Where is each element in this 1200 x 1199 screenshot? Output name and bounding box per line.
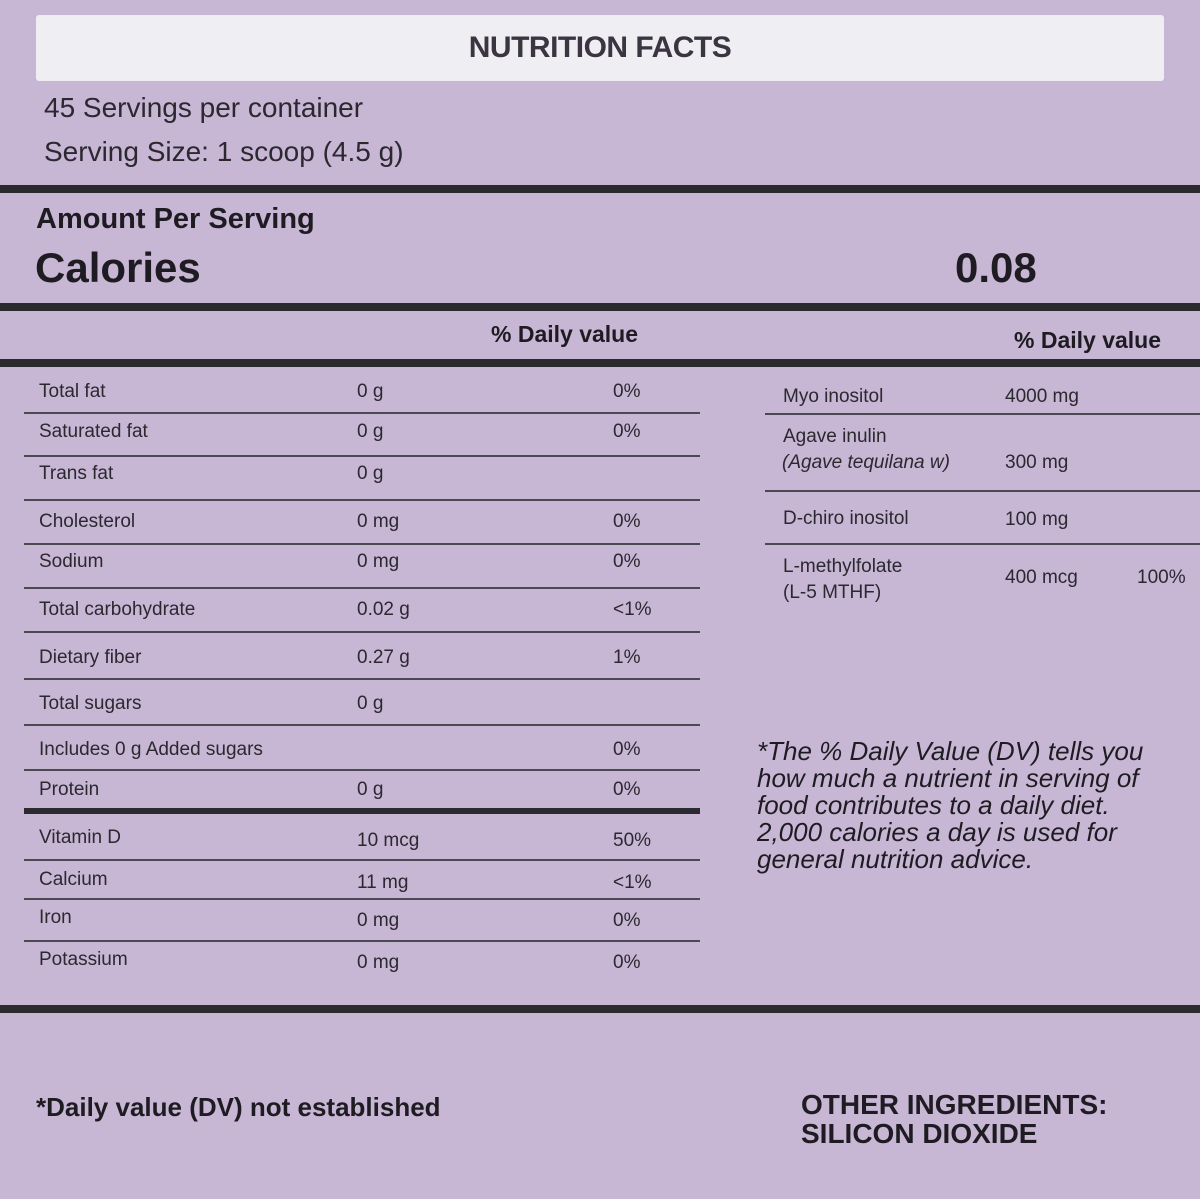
nutrient-name: Trans fat <box>39 463 114 484</box>
other-ingredients: OTHER INGREDIENTS: SILICON DIOXIDE <box>801 1090 1107 1148</box>
supplement-subname: (L-5 MTHF) <box>783 582 882 603</box>
nutrient-dv: <1% <box>613 599 652 620</box>
dv-note-line: *The % Daily Value (DV) tells you <box>757 736 1144 766</box>
row-divider <box>24 724 700 726</box>
row-divider <box>24 543 700 545</box>
row-divider <box>765 413 1200 415</box>
divider-thick <box>0 359 1200 367</box>
row-divider <box>24 678 700 680</box>
calories-value: 0.08 <box>955 244 1037 291</box>
other-ingredients-label: OTHER INGREDIENTS: <box>801 1089 1108 1120</box>
nutrient-dv: 0% <box>613 511 641 532</box>
nutrient-dv: 0% <box>613 739 641 760</box>
nutrient-dv: 0% <box>613 779 641 800</box>
nutrient-amount: 0 mg <box>357 551 400 572</box>
supplement-amount: 400 mcg <box>1005 567 1078 588</box>
nutrient-amount: 0.27 g <box>357 647 410 668</box>
supplement-amount: 300 mg <box>1005 452 1069 473</box>
supplement-name: Myo inositol <box>783 386 884 407</box>
nutrient-amount: 0 g <box>357 463 384 484</box>
row-divider <box>24 631 700 633</box>
row-divider <box>24 587 700 589</box>
nutrient-dv: 0% <box>613 551 641 572</box>
nutrient-dv: 1% <box>613 647 641 668</box>
vitamin-dv: 0% <box>613 952 641 973</box>
divider-thick <box>0 185 1200 193</box>
nutrient-name: Dietary fiber <box>39 647 142 668</box>
calories-label: Calories <box>35 244 201 291</box>
divider-thick <box>0 1005 1200 1013</box>
row-divider <box>765 543 1200 545</box>
vitamin-name: Calcium <box>39 869 108 890</box>
nutrient-name: Sodium <box>39 551 104 572</box>
row-divider <box>24 859 700 861</box>
vitamin-dv: 50% <box>613 830 652 851</box>
dv-note-line: how much a nutrient in serving of <box>757 763 1139 793</box>
nutrient-name: Includes 0 g Added sugars <box>39 739 263 760</box>
row-divider <box>24 412 700 414</box>
supplement-name: Agave inulin <box>783 426 887 447</box>
section-divider <box>24 808 700 814</box>
dv-note-line: general nutrition advice. <box>757 844 1034 874</box>
other-ingredients-value: SILICON DIOXIDE <box>801 1118 1038 1149</box>
nutrient-name: Saturated fat <box>39 421 148 442</box>
serving-size: Serving Size: 1 scoop (4.5 g) <box>44 136 404 167</box>
nutrient-amount: 0 mg <box>357 511 400 532</box>
nutrient-name: Cholesterol <box>39 511 136 532</box>
vitamin-amount: 0 mg <box>357 910 400 931</box>
dv-header-left: % Daily value <box>491 321 639 347</box>
nutrient-name: Protein <box>39 779 100 800</box>
dv-note-line: 2,000 calories a day is used for <box>757 817 1117 847</box>
dv-not-established: *Daily value (DV) not established <box>36 1092 441 1122</box>
vitamin-dv: <1% <box>613 872 652 893</box>
dv-header-right: % Daily value <box>1014 327 1162 353</box>
row-divider <box>24 769 700 771</box>
nutrient-amount: 0 g <box>357 779 384 800</box>
vitamin-amount: 11 mg <box>357 872 409 893</box>
nutrient-amount: 0.02 g <box>357 599 410 620</box>
vitamin-amount: 10 mcg <box>357 830 420 851</box>
supplement-amount: 4000 mg <box>1005 386 1079 407</box>
nutrient-amount: 0 g <box>357 421 384 442</box>
row-divider <box>24 455 700 457</box>
row-divider <box>24 499 700 501</box>
servings-per-container: 45 Servings per container <box>44 92 364 123</box>
nutrient-dv: 0% <box>613 421 641 442</box>
nutrient-name: Total sugars <box>39 693 142 714</box>
supplement-amount: 100 mg <box>1005 509 1069 530</box>
nutrient-dv: 0% <box>613 381 641 402</box>
nutrient-amount: 0 g <box>357 693 384 714</box>
title-bar: NUTRITION FACTS <box>36 15 1164 81</box>
nutrient-name: Total fat <box>39 381 106 402</box>
row-divider <box>24 940 700 942</box>
amount-per-serving-heading: Amount Per Serving <box>36 203 315 235</box>
row-divider <box>24 898 700 900</box>
dv-note-line: food contributes to a daily diet. <box>757 790 1110 820</box>
supplement-name: D-chiro inositol <box>783 508 909 529</box>
dv-explanation: *The % Daily Value (DV) tells you how mu… <box>757 738 1143 873</box>
page-title: NUTRITION FACTS <box>468 31 732 64</box>
vitamin-name: Iron <box>39 907 72 928</box>
nutrient-name: Total carbohydrate <box>39 599 196 620</box>
row-divider <box>765 490 1200 492</box>
supplement-dv: 100% <box>1137 567 1186 588</box>
vitamin-name: Vitamin D <box>39 827 122 848</box>
supplement-subname: (Agave tequilana w) <box>782 452 950 473</box>
divider-thick <box>0 303 1200 311</box>
vitamin-amount: 0 mg <box>357 952 400 973</box>
vitamin-dv: 0% <box>613 910 641 931</box>
supplement-name: L-methylfolate <box>783 556 903 577</box>
nutrient-amount: 0 g <box>357 381 384 402</box>
vitamin-name: Potassium <box>39 949 128 970</box>
